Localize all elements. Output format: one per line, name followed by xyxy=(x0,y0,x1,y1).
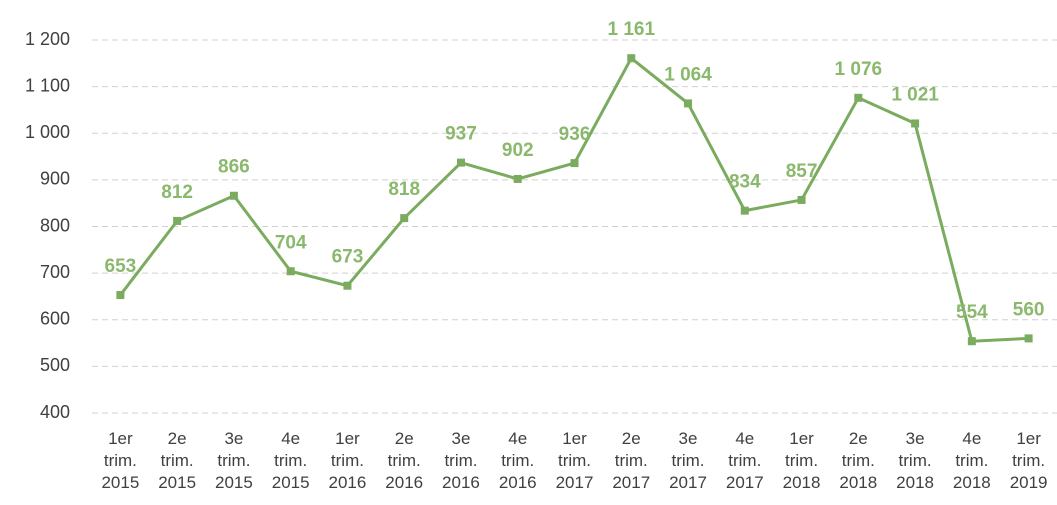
data-label: 902 xyxy=(502,140,534,161)
y-tick-label: 1 100 xyxy=(25,75,70,95)
data-label: 812 xyxy=(161,182,193,203)
data-label: 560 xyxy=(1013,299,1045,320)
x-tick-label: 3e trim. 2018 xyxy=(896,429,934,492)
marker xyxy=(911,119,920,128)
marker xyxy=(627,54,636,63)
y-tick-label: 1 200 xyxy=(25,29,70,49)
marker xyxy=(400,214,409,223)
data-label: 857 xyxy=(786,161,818,182)
data-label: 937 xyxy=(445,124,477,145)
data-label: 1 076 xyxy=(835,59,883,80)
y-tick-label: 700 xyxy=(40,262,70,282)
y-tick-label: 400 xyxy=(40,402,70,422)
marker xyxy=(116,291,125,300)
data-label: 554 xyxy=(956,302,988,323)
data-label: 866 xyxy=(218,157,250,178)
marker xyxy=(173,216,182,225)
x-tick-label: 4e trim. 2016 xyxy=(498,429,537,492)
x-tick-label: 4e trim. 2018 xyxy=(952,429,991,492)
x-tick-label: 1er trim. 2016 xyxy=(328,429,367,492)
x-tick-label: 2e trim. 2015 xyxy=(158,429,197,492)
x-tick-label: 4e trim. 2017 xyxy=(725,429,764,492)
data-label: 673 xyxy=(332,247,364,268)
data-label: 1 161 xyxy=(607,19,655,40)
data-label: 704 xyxy=(275,232,307,253)
marker xyxy=(513,174,522,183)
x-tick-label: 2e trim. 2016 xyxy=(385,429,424,492)
marker xyxy=(1024,334,1033,343)
x-tick-label: 1er trim. 2015 xyxy=(101,429,140,492)
marker xyxy=(286,267,295,276)
data-label: 653 xyxy=(105,256,137,277)
data-label: 1 021 xyxy=(891,84,939,105)
marker xyxy=(740,206,749,215)
y-tick-label: 900 xyxy=(40,169,70,189)
marker xyxy=(854,93,863,102)
data-label: 1 064 xyxy=(664,64,712,85)
marker xyxy=(967,337,976,346)
x-tick-label: 3e trim. 2017 xyxy=(669,429,707,492)
marker xyxy=(684,99,693,108)
marker xyxy=(570,159,579,168)
marker xyxy=(456,158,465,167)
marker xyxy=(797,195,806,204)
x-tick-label: 2e trim. 2017 xyxy=(612,429,651,492)
marker xyxy=(343,281,352,290)
data-label: 936 xyxy=(559,124,591,145)
y-tick-label: 500 xyxy=(40,355,70,375)
data-label: 818 xyxy=(388,179,420,200)
x-tick-label: 2e trim. 2018 xyxy=(839,429,878,492)
x-tick-label: 3e trim. 2015 xyxy=(214,429,253,492)
y-tick-label: 1 000 xyxy=(25,122,70,142)
x-tick-label: 1er trim. 2018 xyxy=(782,429,821,492)
x-tick-label: 1er trim. 2019 xyxy=(1009,429,1048,492)
y-tick-label: 800 xyxy=(40,215,70,235)
marker xyxy=(229,191,238,200)
data-label: 834 xyxy=(729,172,761,193)
x-tick-label: 4e trim. 2015 xyxy=(271,429,310,492)
x-tick-label: 3e trim. 2016 xyxy=(442,429,480,492)
y-tick-label: 600 xyxy=(40,309,70,329)
x-tick-label: 1er trim. 2017 xyxy=(555,429,594,492)
